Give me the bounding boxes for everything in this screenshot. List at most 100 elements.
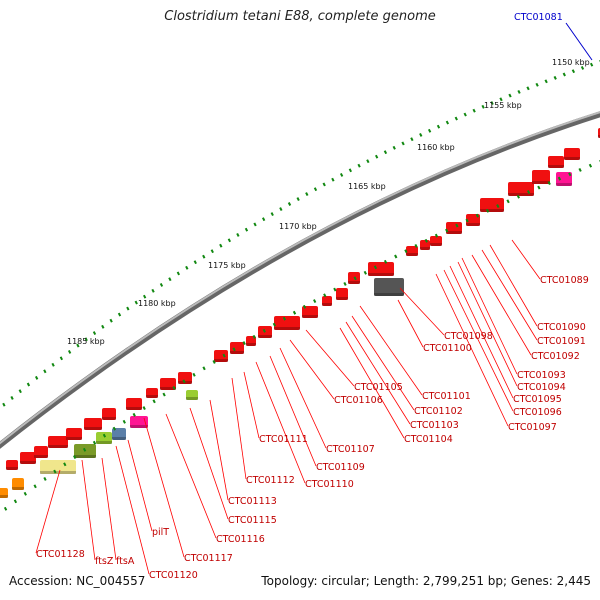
gene-box[interactable] bbox=[302, 306, 318, 318]
gene-box-blue-shade bbox=[112, 437, 126, 440]
gene-label[interactable]: CTC01109 bbox=[316, 462, 365, 473]
gene-box[interactable] bbox=[508, 182, 534, 196]
gene-label[interactable]: CTC01116 bbox=[216, 534, 265, 545]
gene-label[interactable]: CTC01106 bbox=[334, 395, 383, 406]
gene-label[interactable]: CTC01112 bbox=[246, 475, 295, 486]
gene-box[interactable] bbox=[20, 452, 36, 464]
gene-label[interactable]: CTC01098 bbox=[444, 331, 493, 342]
highlight-gene-label[interactable]: CTC01081 bbox=[514, 12, 563, 23]
gene-box[interactable] bbox=[532, 170, 550, 184]
scale-tick-mark bbox=[401, 141, 405, 146]
scale-tick-mark bbox=[236, 233, 240, 237]
track-tick-mark bbox=[222, 353, 226, 358]
gene-box[interactable] bbox=[214, 350, 228, 362]
scale-tick-mark bbox=[508, 93, 512, 98]
scale-tick-mark bbox=[270, 212, 274, 217]
gene-box[interactable] bbox=[322, 296, 332, 306]
gene-box[interactable] bbox=[420, 240, 430, 250]
gene-box[interactable] bbox=[336, 288, 348, 300]
gene-label[interactable]: CTC01128 bbox=[36, 549, 85, 560]
gene-label[interactable]: CTC01097 bbox=[508, 422, 557, 433]
gene-label[interactable]: CTC01089 bbox=[540, 275, 589, 286]
gene-label[interactable]: CTC01107 bbox=[326, 444, 375, 455]
gene-label[interactable]: CTC01117 bbox=[184, 553, 233, 564]
gene-label[interactable]: CTC01103 bbox=[410, 420, 459, 431]
gene-box[interactable] bbox=[146, 388, 158, 398]
gene-box-green[interactable] bbox=[96, 432, 112, 444]
gene-label[interactable]: CTC01095 bbox=[513, 394, 562, 405]
gene-leader-line bbox=[127, 439, 153, 532]
gene-label[interactable]: CTC01120 bbox=[149, 570, 198, 581]
scale-tick-mark bbox=[202, 254, 206, 259]
gene-label[interactable]: CTC01110 bbox=[305, 479, 354, 490]
track-tick-mark bbox=[63, 462, 67, 467]
gene-label[interactable]: CTC01113 bbox=[228, 496, 277, 507]
track-tick-mark bbox=[516, 194, 520, 199]
track-tick-mark bbox=[3, 506, 8, 511]
gene-box-pink[interactable] bbox=[130, 416, 148, 428]
gene-box-gray[interactable] bbox=[374, 278, 404, 296]
gene-box-lightgreen[interactable] bbox=[186, 390, 198, 400]
gene-label[interactable]: CTC01093 bbox=[517, 370, 566, 381]
gene-box-shade bbox=[598, 135, 600, 138]
gene-box[interactable] bbox=[34, 446, 48, 458]
gene-leader-line bbox=[511, 239, 541, 280]
gene-box[interactable] bbox=[126, 398, 142, 410]
gene-box-shade bbox=[258, 335, 272, 338]
scale-tick-mark bbox=[463, 112, 467, 117]
gene-box-pink[interactable] bbox=[556, 172, 572, 186]
gene-label[interactable]: ftsZ bbox=[95, 556, 114, 567]
gene-label[interactable]: CTC01091 bbox=[537, 336, 586, 347]
gene-label[interactable]: CTC01101 bbox=[422, 391, 471, 402]
gene-label[interactable]: CTC01102 bbox=[414, 406, 463, 417]
gene-label[interactable]: CTC01111 bbox=[259, 434, 308, 445]
gene-label[interactable]: CTC01115 bbox=[228, 515, 277, 526]
gene-box[interactable] bbox=[246, 336, 256, 346]
gene-leader-line bbox=[209, 399, 229, 501]
gene-box[interactable] bbox=[446, 222, 462, 234]
gene-box[interactable] bbox=[480, 198, 504, 212]
scale-tick-mark bbox=[357, 163, 361, 168]
gene-box-orange[interactable] bbox=[0, 488, 8, 498]
gene-box[interactable] bbox=[84, 418, 102, 430]
gene-box[interactable] bbox=[274, 316, 300, 330]
track-tick-mark bbox=[547, 181, 551, 186]
gene-label[interactable]: CTC01104 bbox=[404, 434, 453, 445]
gene-label[interactable]: ftsA bbox=[116, 556, 135, 567]
gene-leader-line bbox=[231, 377, 247, 480]
track-tick-mark bbox=[526, 190, 531, 195]
gene-box[interactable] bbox=[564, 148, 580, 160]
gene-label[interactable]: CTC01100 bbox=[423, 343, 472, 354]
gene-label[interactable]: CTC01094 bbox=[517, 382, 566, 393]
gene-box[interactable] bbox=[430, 236, 442, 246]
gene-label[interactable]: pilT bbox=[152, 527, 169, 538]
scale-tick-mark bbox=[26, 382, 31, 387]
gene-label[interactable]: CTC01090 bbox=[537, 322, 586, 333]
track-tick-mark bbox=[23, 491, 27, 496]
gene-box[interactable] bbox=[66, 428, 82, 440]
gene-box[interactable] bbox=[160, 378, 176, 390]
gene-label[interactable]: CTC01096 bbox=[513, 407, 562, 418]
gene-leader-line bbox=[345, 321, 411, 425]
gene-box[interactable] bbox=[48, 436, 68, 448]
scale-tick-label: 1185 kbp bbox=[67, 337, 105, 346]
gene-box-shade bbox=[420, 247, 430, 250]
track-tick-mark bbox=[363, 270, 367, 275]
gene-box[interactable] bbox=[368, 262, 394, 276]
gene-box[interactable] bbox=[102, 408, 116, 420]
gene-box[interactable] bbox=[230, 342, 244, 354]
gene-box[interactable] bbox=[406, 246, 418, 256]
gene-box[interactable] bbox=[6, 460, 18, 470]
gene-box-ftsA[interactable] bbox=[40, 460, 76, 474]
gene-label[interactable]: CTC01105 bbox=[354, 382, 403, 393]
genome-backbone-highlight bbox=[0, 111, 600, 445]
gene-box-blue[interactable] bbox=[112, 428, 126, 440]
gene-box[interactable] bbox=[178, 372, 192, 384]
gene-label[interactable]: CTC01092 bbox=[531, 351, 580, 362]
gene-box[interactable] bbox=[548, 156, 564, 168]
track-tick-mark bbox=[242, 341, 246, 346]
gene-box[interactable] bbox=[466, 214, 480, 226]
scale-tick-mark bbox=[287, 202, 292, 206]
gene-leader-line bbox=[279, 347, 327, 449]
gene-box-orange[interactable] bbox=[12, 478, 24, 490]
